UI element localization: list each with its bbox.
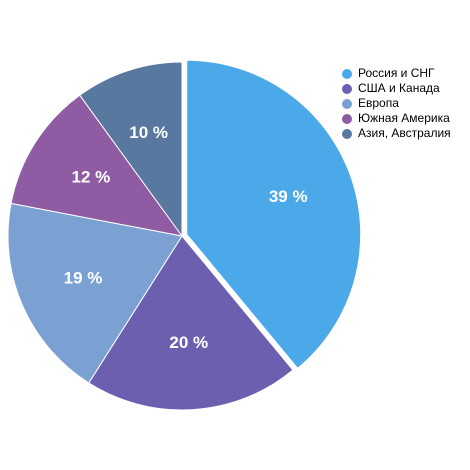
legend-marker: [342, 69, 352, 79]
value-label: 10 %: [129, 123, 168, 142]
legend-label: Южная Америка: [358, 111, 450, 125]
legend-label: США и Канада: [358, 81, 440, 95]
legend-marker: [342, 129, 352, 139]
value-label: 39 %: [269, 187, 308, 206]
value-label: 20 %: [169, 333, 208, 352]
pie-slice: [79, 61, 183, 238]
legend-label: Россия и СНГ: [358, 66, 435, 80]
legend-marker: [342, 114, 352, 124]
value-label: 12 %: [72, 168, 111, 187]
legend-marker: [342, 84, 352, 94]
legend-label: Азия, Австралия: [358, 126, 451, 140]
pie-slice: [7, 202, 183, 384]
value-label: 19 %: [64, 268, 103, 287]
pie-slice: [186, 59, 362, 370]
pie-slice: [10, 94, 184, 237]
legend-label: Европа: [358, 96, 399, 110]
pie-slice: [88, 235, 294, 411]
legend-marker: [342, 99, 352, 109]
